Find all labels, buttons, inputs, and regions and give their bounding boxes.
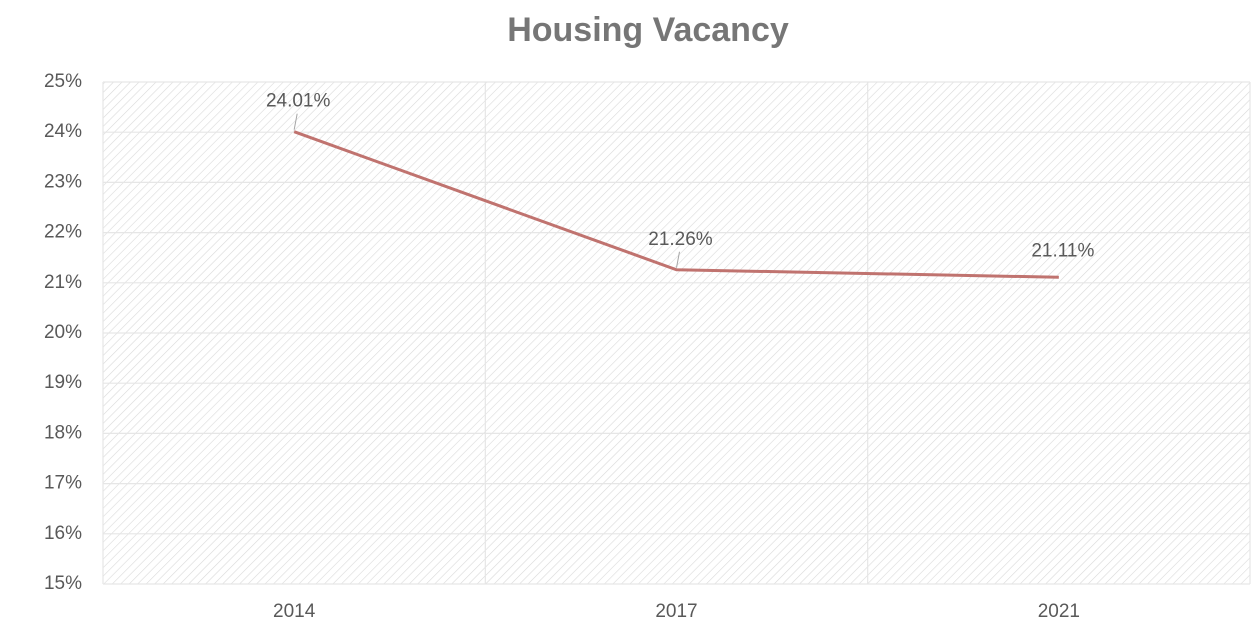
line-series	[293, 130, 1059, 279]
y-tick-label: 19%	[44, 372, 82, 393]
y-tick-label: 15%	[44, 573, 82, 594]
data-label: 24.01%	[266, 91, 331, 112]
y-tick-label: 20%	[44, 322, 82, 343]
x-tick-label: 2017	[655, 601, 697, 622]
y-tick-label: 16%	[44, 523, 82, 544]
chart-title: Housing Vacancy	[507, 11, 789, 49]
data-label: 21.11%	[1031, 240, 1094, 261]
y-tick-label: 18%	[44, 422, 82, 443]
leader-line	[293, 113, 298, 130]
leader-line	[676, 251, 680, 268]
y-tick-label: 17%	[44, 473, 82, 494]
y-tick-label: 24%	[44, 121, 82, 142]
y-tick-label: 22%	[44, 222, 82, 243]
x-tick-label: 2021	[1038, 601, 1080, 622]
y-tick-label: 23%	[44, 171, 82, 192]
y-tick-label: 21%	[44, 272, 82, 293]
x-tick-label: 2014	[273, 601, 316, 622]
data-label: 21.26%	[648, 229, 713, 250]
y-tick-label: 25%	[44, 71, 82, 92]
